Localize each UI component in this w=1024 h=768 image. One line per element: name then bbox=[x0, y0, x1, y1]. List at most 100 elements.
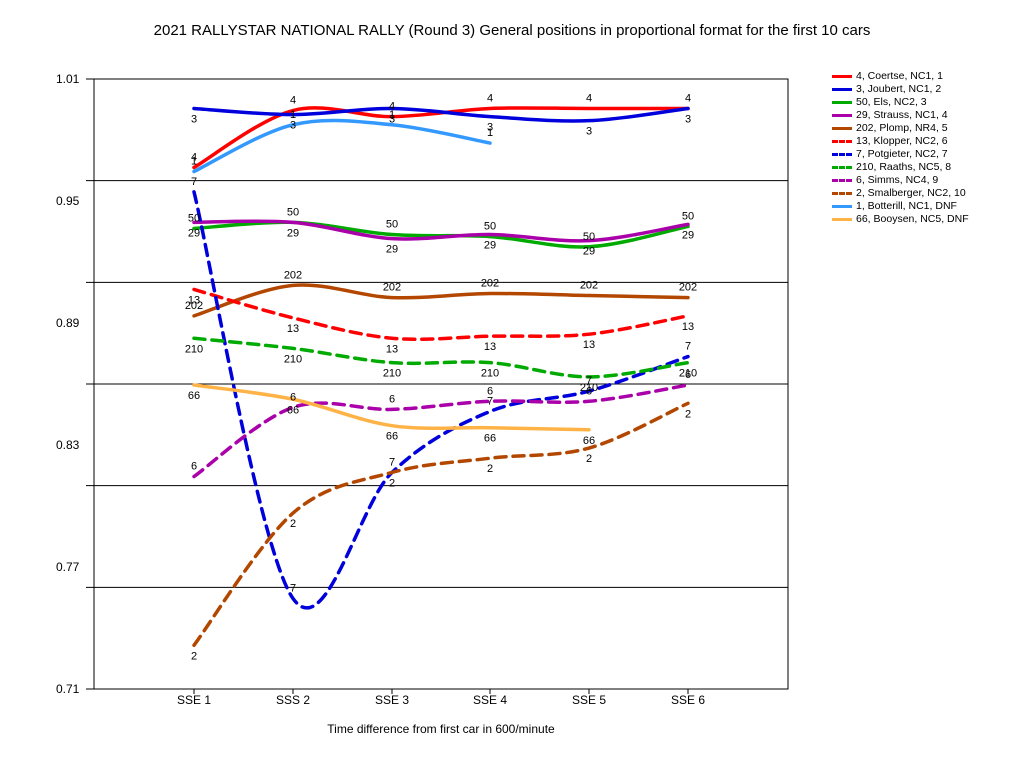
point-label: 210 bbox=[580, 382, 598, 394]
point-label: 4 bbox=[487, 92, 493, 104]
legend-swatch bbox=[832, 127, 852, 130]
point-label: 50 bbox=[188, 212, 200, 224]
point-label: 4 bbox=[586, 92, 592, 104]
legend-label: 29, Strauss, NC1, 4 bbox=[856, 109, 948, 121]
x-tick-label: SSE 4 bbox=[473, 693, 507, 707]
point-label: 1 bbox=[487, 127, 493, 139]
legend-swatch bbox=[832, 75, 852, 78]
point-label: 66 bbox=[386, 431, 398, 443]
point-label: 4 bbox=[290, 95, 296, 107]
legend-label: 6, Simms, NC4, 9 bbox=[856, 174, 939, 186]
y-tick-label: 0.95 bbox=[56, 194, 80, 208]
x-tick-label: SSE 5 bbox=[572, 693, 606, 707]
series-lines bbox=[192, 106, 690, 648]
series-line-50 bbox=[192, 220, 690, 249]
point-label: 210 bbox=[679, 368, 697, 380]
point-label: 1 bbox=[389, 109, 395, 121]
y-tick-label: 0.71 bbox=[56, 682, 80, 696]
point-label: 4 bbox=[685, 92, 691, 104]
point-label: 2 bbox=[586, 453, 592, 465]
point-label: 2 bbox=[487, 463, 493, 475]
legend-label: 1, Botterill, NC1, DNF bbox=[856, 200, 957, 212]
legend-item: 13, Klopper, NC2, 6 bbox=[832, 135, 969, 148]
legend-label: 3, Joubert, NC1, 2 bbox=[856, 83, 942, 95]
legend-label: 210, Raaths, NC5, 8 bbox=[856, 161, 952, 173]
point-label: 29 bbox=[583, 246, 595, 258]
point-label: 1 bbox=[290, 109, 296, 121]
series-line-210 bbox=[192, 336, 690, 379]
point-label: 2 bbox=[290, 518, 296, 530]
legend-swatch bbox=[832, 153, 852, 156]
x-tick-label: SSE 6 bbox=[671, 693, 705, 707]
point-label: 7 bbox=[586, 375, 592, 387]
point-label: 29 bbox=[484, 240, 496, 252]
point-label: 29 bbox=[287, 227, 299, 239]
point-label: 3 bbox=[586, 126, 592, 138]
x-tick-label: SSE 3 bbox=[375, 693, 409, 707]
point-label: 2 bbox=[389, 477, 395, 489]
y-tick-label: 1.01 bbox=[56, 72, 80, 86]
legend-item: 2, Smalberger, NC2, 10 bbox=[832, 187, 969, 200]
legend-swatch bbox=[832, 88, 852, 91]
gridlines bbox=[86, 78, 788, 690]
legend-label: 4, Coertse, NC1, 1 bbox=[856, 70, 943, 82]
x-axis-title: Time difference from first car in 600/mi… bbox=[327, 722, 555, 736]
legend-item: 7, Potgieter, NC2, 7 bbox=[832, 148, 969, 161]
legend-label: 7, Potgieter, NC2, 7 bbox=[856, 148, 948, 160]
point-label: 202 bbox=[679, 282, 697, 294]
series-line-3 bbox=[192, 106, 690, 123]
point-label: 210 bbox=[383, 368, 401, 380]
point-label: 50 bbox=[583, 231, 595, 243]
point-label: 6 bbox=[586, 385, 592, 397]
legend-label: 50, Els, NC2, 3 bbox=[856, 96, 927, 108]
series-line-2 bbox=[192, 401, 690, 648]
series-line-29 bbox=[192, 219, 690, 243]
point-label: 50 bbox=[682, 210, 694, 222]
point-label: 13 bbox=[386, 343, 398, 355]
legend-label: 13, Klopper, NC2, 6 bbox=[856, 135, 948, 147]
point-label: 3 bbox=[389, 113, 395, 125]
point-label: 7 bbox=[290, 583, 296, 595]
point-label: 13 bbox=[287, 323, 299, 335]
legend-item: 1, Botterill, NC1, DNF bbox=[832, 200, 969, 213]
legend-label: 66, Booysen, NC5, DNF bbox=[856, 213, 969, 225]
point-label: 210 bbox=[284, 353, 302, 365]
point-label: 202 bbox=[185, 300, 203, 312]
y-tick-label: 0.77 bbox=[56, 560, 80, 574]
point-label: 202 bbox=[580, 280, 598, 292]
legend: 4, Coertse, NC1, 1 3, Joubert, NC1, 2 50, … bbox=[832, 70, 969, 226]
point-label: 3 bbox=[685, 113, 691, 125]
point-label: 66 bbox=[484, 433, 496, 445]
series-line-66 bbox=[192, 383, 591, 432]
point-label: 13 bbox=[682, 321, 694, 333]
point-label: 210 bbox=[481, 368, 499, 380]
legend-item: 50, Els, NC2, 3 bbox=[832, 96, 969, 109]
point-label: 202 bbox=[383, 282, 401, 294]
legend-item: 3, Joubert, NC1, 2 bbox=[832, 83, 969, 96]
legend-swatch bbox=[832, 114, 852, 117]
legend-item: 4, Coertse, NC1, 1 bbox=[832, 70, 969, 83]
y-tick-label: 0.89 bbox=[56, 316, 80, 330]
point-label: 6 bbox=[191, 461, 197, 473]
point-label: 6 bbox=[290, 391, 296, 403]
point-label: 7 bbox=[685, 341, 691, 353]
legend-item: 202, Plomp, NR4, 5 bbox=[832, 122, 969, 135]
point-label: 13 bbox=[583, 339, 595, 351]
legend-item: 210, Raaths, NC5, 8 bbox=[832, 161, 969, 174]
point-label: 3 bbox=[290, 120, 296, 132]
legend-swatch bbox=[832, 140, 852, 143]
point-label: 6 bbox=[685, 369, 691, 381]
legend-swatch bbox=[832, 205, 852, 208]
x-tick-label: SSS 2 bbox=[276, 693, 310, 707]
point-label: 7 bbox=[389, 456, 395, 468]
point-label: 13 bbox=[188, 294, 200, 306]
point-label: 210 bbox=[185, 343, 203, 355]
point-label: 202 bbox=[284, 269, 302, 281]
legend-swatch bbox=[832, 166, 852, 169]
axes: 1.01 0.95 0.89 0.83 0.77 0.71 SSE 1 SSS 2 SSE 3 S… bbox=[56, 72, 705, 707]
point-label: 50 bbox=[484, 221, 496, 233]
point-label: 3 bbox=[191, 113, 197, 125]
series-line-13 bbox=[192, 287, 690, 342]
